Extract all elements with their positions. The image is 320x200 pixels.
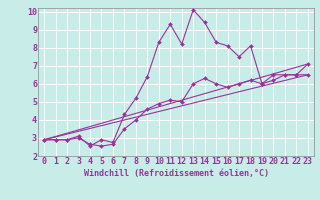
X-axis label: Windchill (Refroidissement éolien,°C): Windchill (Refroidissement éolien,°C) xyxy=(84,169,268,178)
